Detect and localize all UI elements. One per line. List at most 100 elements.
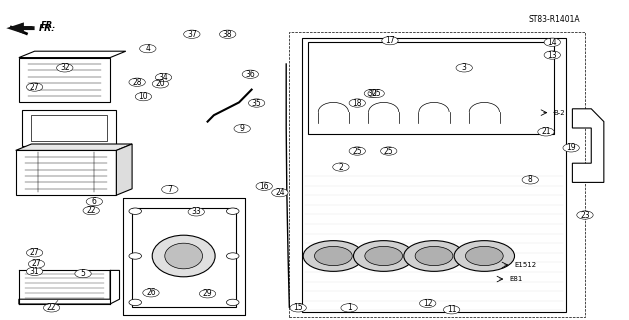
Circle shape bbox=[368, 89, 384, 98]
Circle shape bbox=[129, 253, 142, 259]
Circle shape bbox=[248, 99, 265, 107]
Polygon shape bbox=[123, 198, 245, 315]
Circle shape bbox=[220, 30, 236, 38]
Text: 19: 19 bbox=[566, 143, 576, 152]
Text: 12: 12 bbox=[423, 299, 433, 308]
Ellipse shape bbox=[152, 235, 215, 277]
Text: 16: 16 bbox=[259, 182, 269, 191]
Text: 27: 27 bbox=[30, 83, 40, 92]
Circle shape bbox=[272, 188, 288, 197]
Circle shape bbox=[465, 246, 503, 266]
Circle shape bbox=[226, 253, 239, 259]
Circle shape bbox=[75, 269, 91, 278]
Text: 28: 28 bbox=[132, 78, 142, 87]
Text: 7: 7 bbox=[167, 185, 172, 194]
Text: 25: 25 bbox=[352, 147, 362, 156]
Circle shape bbox=[162, 185, 178, 194]
Text: 17: 17 bbox=[385, 36, 395, 45]
Text: 22: 22 bbox=[86, 206, 96, 215]
Circle shape bbox=[544, 51, 560, 59]
Text: ST83-R1401A: ST83-R1401A bbox=[528, 15, 580, 24]
Text: 18: 18 bbox=[352, 99, 362, 108]
Text: 2: 2 bbox=[338, 163, 343, 172]
Text: 3: 3 bbox=[462, 63, 467, 72]
Circle shape bbox=[26, 83, 43, 91]
Circle shape bbox=[129, 208, 142, 214]
Text: 9: 9 bbox=[240, 124, 245, 133]
Text: 22: 22 bbox=[47, 303, 57, 312]
Circle shape bbox=[129, 299, 142, 306]
Circle shape bbox=[290, 304, 306, 312]
Circle shape bbox=[404, 241, 464, 271]
Circle shape bbox=[188, 208, 204, 216]
Text: 26: 26 bbox=[146, 288, 156, 297]
Circle shape bbox=[135, 92, 152, 101]
Text: 25: 25 bbox=[371, 89, 381, 98]
Text: 27: 27 bbox=[30, 248, 40, 257]
Circle shape bbox=[349, 147, 365, 155]
Text: 14: 14 bbox=[547, 38, 557, 47]
Polygon shape bbox=[308, 42, 554, 134]
Circle shape bbox=[420, 299, 436, 308]
Text: 13: 13 bbox=[547, 51, 557, 60]
Circle shape bbox=[140, 44, 156, 53]
Polygon shape bbox=[19, 58, 110, 102]
Circle shape bbox=[544, 38, 560, 46]
Text: 38: 38 bbox=[223, 30, 233, 39]
Text: 35: 35 bbox=[252, 99, 262, 108]
Text: 31: 31 bbox=[30, 267, 40, 276]
Circle shape bbox=[83, 206, 99, 215]
Polygon shape bbox=[302, 38, 566, 312]
Circle shape bbox=[234, 124, 250, 133]
Text: 36: 36 bbox=[245, 70, 255, 79]
Circle shape bbox=[86, 197, 103, 206]
Text: 11: 11 bbox=[447, 305, 457, 314]
Ellipse shape bbox=[165, 243, 203, 269]
Text: 1: 1 bbox=[347, 303, 352, 312]
Circle shape bbox=[28, 260, 45, 268]
Circle shape bbox=[415, 246, 453, 266]
Polygon shape bbox=[6, 22, 35, 34]
Text: 21: 21 bbox=[541, 127, 551, 136]
Circle shape bbox=[303, 241, 364, 271]
Circle shape bbox=[26, 267, 43, 276]
Circle shape bbox=[155, 73, 172, 82]
Circle shape bbox=[314, 246, 352, 266]
Text: 5: 5 bbox=[81, 269, 86, 278]
Circle shape bbox=[199, 290, 216, 298]
Circle shape bbox=[538, 128, 554, 136]
Circle shape bbox=[242, 70, 259, 78]
Polygon shape bbox=[116, 144, 132, 195]
Polygon shape bbox=[19, 51, 126, 58]
Text: E81: E81 bbox=[509, 276, 523, 282]
Text: 8: 8 bbox=[528, 175, 533, 184]
Polygon shape bbox=[16, 144, 132, 150]
Text: 20: 20 bbox=[155, 79, 165, 88]
Circle shape bbox=[522, 176, 538, 184]
Text: 15: 15 bbox=[293, 303, 303, 312]
Circle shape bbox=[443, 306, 460, 314]
Text: FR.: FR. bbox=[39, 24, 55, 33]
Text: 30: 30 bbox=[367, 89, 377, 98]
Text: 34: 34 bbox=[159, 73, 169, 82]
Circle shape bbox=[152, 80, 169, 88]
Text: 25: 25 bbox=[384, 147, 394, 156]
Circle shape bbox=[364, 89, 381, 98]
Circle shape bbox=[341, 304, 357, 312]
Circle shape bbox=[26, 249, 43, 257]
Text: E1512: E1512 bbox=[515, 262, 537, 268]
Circle shape bbox=[184, 30, 200, 38]
Text: 10: 10 bbox=[138, 92, 148, 101]
Text: 27: 27 bbox=[31, 260, 42, 268]
Circle shape bbox=[349, 99, 365, 107]
Polygon shape bbox=[22, 110, 116, 146]
Polygon shape bbox=[572, 109, 604, 182]
Circle shape bbox=[129, 78, 145, 86]
Text: B-2: B-2 bbox=[554, 110, 565, 116]
Text: 4: 4 bbox=[145, 44, 150, 53]
Circle shape bbox=[563, 144, 579, 152]
Text: 23: 23 bbox=[580, 211, 590, 220]
Text: 6: 6 bbox=[92, 197, 97, 206]
Text: 33: 33 bbox=[191, 207, 201, 216]
Polygon shape bbox=[16, 150, 116, 195]
